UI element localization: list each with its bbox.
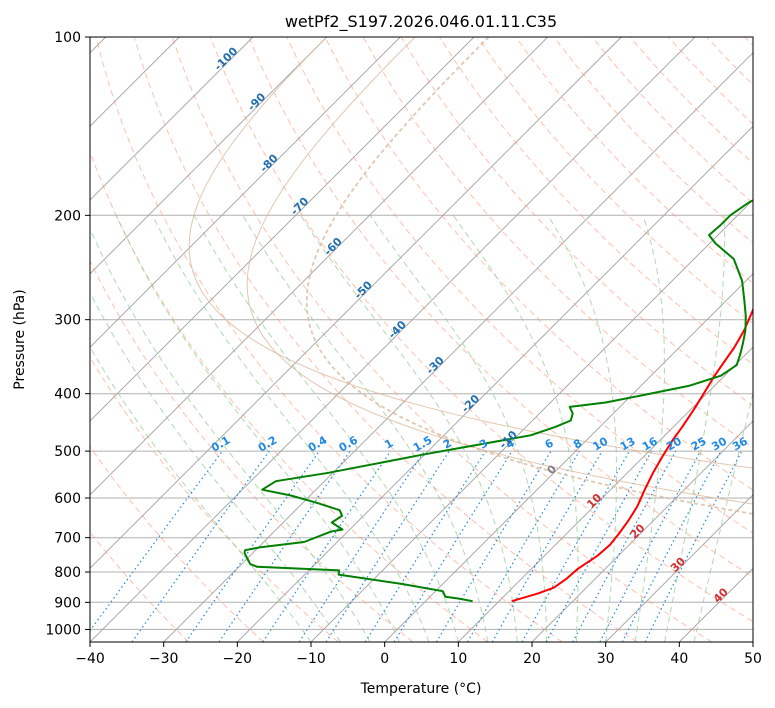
y-axis: 100 200 300 400 500 600 700 800 900 1000 xyxy=(45,30,90,638)
isotherm--70 xyxy=(90,37,475,422)
x-tick-label-3: −10 xyxy=(296,651,326,667)
dry-adiabat-50 xyxy=(210,37,753,623)
isotherm--30 xyxy=(163,52,753,642)
isotherm-20 xyxy=(531,420,753,642)
plot-background xyxy=(90,37,753,642)
x-tick-label-6: 20 xyxy=(523,651,541,667)
background-lines xyxy=(90,37,753,642)
dry-adiabat-60 xyxy=(248,37,753,578)
y-tick-label-0: 100 xyxy=(54,30,81,46)
dry-adiabat-70 xyxy=(286,37,753,534)
isotherm-30 xyxy=(605,494,753,642)
reference-curve-2 xyxy=(188,37,753,469)
x-tick-label-2: −20 xyxy=(223,651,253,667)
moist-adiabat--6 xyxy=(90,291,341,642)
y-tick-label-1: 200 xyxy=(54,208,81,224)
isotherm-0 xyxy=(384,273,753,642)
dewpoint-line xyxy=(243,199,753,603)
dry-adiabat-20 xyxy=(95,37,563,642)
mixing-ratio-line-2 xyxy=(185,450,320,642)
x-tick-label-5: 10 xyxy=(449,651,467,667)
moist-adiabat-26 xyxy=(452,215,579,642)
y-tick-label-2: 300 xyxy=(54,313,81,329)
y-tick-label-9: 1000 xyxy=(45,622,81,638)
x-tick-label-0: −40 xyxy=(75,651,105,667)
chart-title: wetPf2_S197.2026.046.01.11.C35 xyxy=(285,12,557,32)
isotherm--80 xyxy=(90,37,401,348)
isotherm--100 xyxy=(90,37,254,201)
dry-adiabat-130 xyxy=(515,37,753,284)
moist-adiabat-2 xyxy=(115,215,400,642)
isotherm--60 xyxy=(90,37,549,496)
mixing-ratio-line-15 xyxy=(599,450,702,642)
moist-adiabat-34 xyxy=(634,215,665,642)
isotherm--90 xyxy=(90,37,328,275)
y-tick-label-7: 800 xyxy=(54,565,81,581)
x-tick-label-7: 30 xyxy=(597,651,615,667)
moist-adiabat-38 xyxy=(664,215,726,642)
dry-adiabat--20 xyxy=(90,445,264,642)
moist-adiabat-30 xyxy=(547,215,617,642)
y-tick-label-6: 700 xyxy=(54,531,81,547)
x-tick-label-8: 40 xyxy=(670,651,688,667)
y-tick-label-3: 400 xyxy=(54,387,81,403)
mixing-ratio-line-10 xyxy=(466,450,580,642)
mixing-ratio-line-6 xyxy=(325,450,450,642)
mixing-ratio-line-4 xyxy=(262,450,392,642)
isotherm-10 xyxy=(457,346,753,642)
x-tick-label-4: 0 xyxy=(380,651,389,667)
isotherm--50 xyxy=(90,37,622,569)
moist-adiabat-22 xyxy=(369,215,548,642)
y-axis-label: Pressure (hPa) xyxy=(12,289,28,389)
x-tick-label-1: −30 xyxy=(149,651,179,667)
moist-adiabat--10 xyxy=(90,345,312,642)
plot-frame xyxy=(89,36,754,643)
isotherm-50 xyxy=(752,641,753,642)
y-tick-label-5: 600 xyxy=(54,491,81,507)
reference-curve-1 xyxy=(246,37,753,505)
mixing-ratio-line-9 xyxy=(435,450,552,642)
moist-adiabat--2 xyxy=(90,227,371,642)
x-axis-label: Temperature (°C) xyxy=(360,681,482,697)
moist-adiabat-6 xyxy=(152,215,430,642)
dry-adiabat-0 xyxy=(90,259,414,642)
dry-adiabat-40 xyxy=(171,37,712,642)
mixing-ratio-line-8 xyxy=(393,450,513,642)
mixing-ratio-line-7 xyxy=(364,450,486,642)
mixing-ratio-line-3 xyxy=(218,450,351,642)
x-tick-label-9: 50 xyxy=(744,651,762,667)
isotherm--40 xyxy=(90,37,696,642)
x-axis: −40 −30 −20 −10 0 10 20 30 40 50 xyxy=(75,642,762,667)
mixing-ratio-line-14 xyxy=(572,450,677,642)
dry-adiabat-80 xyxy=(324,37,753,491)
y-tick-label-8: 900 xyxy=(54,595,81,611)
y-tick-label-4: 500 xyxy=(54,444,81,460)
moist-adiabat-10 xyxy=(193,215,459,642)
moist-adiabat-14 xyxy=(242,215,489,642)
mixing-ratio-line-5 xyxy=(298,450,425,642)
isotherm--20 xyxy=(236,125,753,642)
